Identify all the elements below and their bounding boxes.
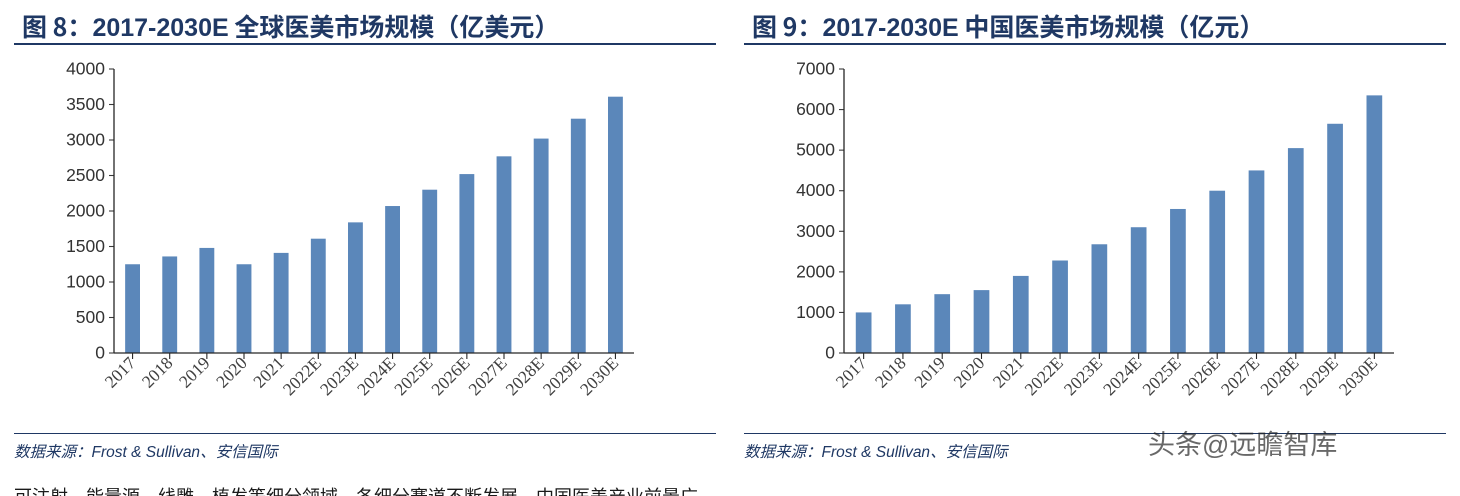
svg-text:2018: 2018 xyxy=(871,353,910,392)
svg-text:2020: 2020 xyxy=(212,353,251,392)
svg-text:2024E: 2024E xyxy=(1099,353,1145,398)
svg-text:2025E: 2025E xyxy=(390,353,436,398)
svg-text:2027E: 2027E xyxy=(1217,353,1263,398)
svg-text:2024E: 2024E xyxy=(353,353,399,398)
svg-text:2030E: 2030E xyxy=(576,353,622,398)
svg-text:3000: 3000 xyxy=(66,130,105,150)
svg-text:0: 0 xyxy=(825,343,835,363)
svg-text:2000: 2000 xyxy=(66,201,105,221)
svg-text:2029E: 2029E xyxy=(1295,353,1341,398)
svg-text:5000: 5000 xyxy=(796,140,835,160)
svg-text:4000: 4000 xyxy=(796,180,835,200)
svg-text:2018: 2018 xyxy=(138,353,177,392)
svg-text:7000: 7000 xyxy=(796,59,835,79)
svg-text:6000: 6000 xyxy=(796,99,835,119)
svg-text:3500: 3500 xyxy=(66,94,105,114)
svg-text:1000: 1000 xyxy=(796,302,835,322)
svg-text:1500: 1500 xyxy=(66,236,105,256)
svg-text:2026E: 2026E xyxy=(1178,353,1224,398)
svg-text:2026E: 2026E xyxy=(427,353,473,398)
svg-text:3000: 3000 xyxy=(796,221,835,241)
svg-text:2017: 2017 xyxy=(101,353,140,392)
svg-text:2022E: 2022E xyxy=(279,353,325,398)
svg-text:2027E: 2027E xyxy=(464,353,510,398)
svg-text:2500: 2500 xyxy=(66,165,105,185)
svg-text:2019: 2019 xyxy=(175,353,214,392)
svg-text:500: 500 xyxy=(76,307,105,327)
svg-text:2022E: 2022E xyxy=(1020,353,1066,398)
svg-text:2028E: 2028E xyxy=(502,353,548,398)
svg-text:2025E: 2025E xyxy=(1138,353,1184,398)
svg-text:2019: 2019 xyxy=(910,353,949,392)
svg-text:2029E: 2029E xyxy=(539,353,585,398)
svg-text:0: 0 xyxy=(95,343,105,363)
svg-text:2028E: 2028E xyxy=(1256,353,1302,398)
svg-text:2030E: 2030E xyxy=(1335,353,1381,398)
svg-text:4000: 4000 xyxy=(66,59,105,79)
svg-text:2023E: 2023E xyxy=(1060,353,1106,398)
svg-text:2023E: 2023E xyxy=(316,353,362,398)
svg-text:1000: 1000 xyxy=(66,272,105,292)
svg-text:2017: 2017 xyxy=(832,353,871,392)
svg-text:2020: 2020 xyxy=(949,353,988,392)
svg-text:2000: 2000 xyxy=(796,261,835,281)
